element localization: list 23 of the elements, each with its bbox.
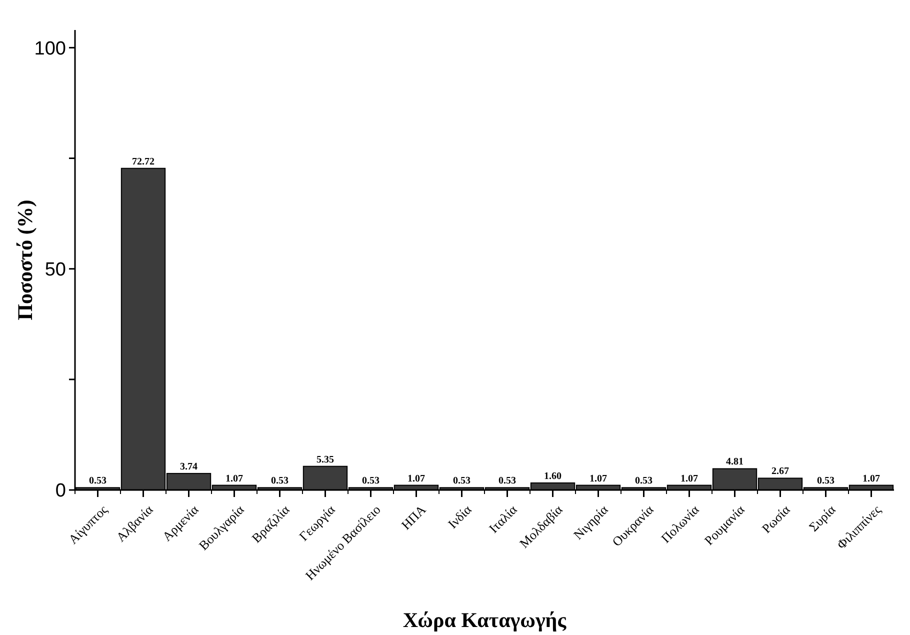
data-label: 1.07 [408, 473, 425, 484]
x-axis-title: Χώρα Καταγωγής [402, 608, 568, 632]
data-label: 0.53 [89, 476, 106, 487]
data-label: 1.07 [226, 473, 243, 484]
data-label: 0.53 [817, 476, 834, 487]
data-label: 1.07 [680, 473, 698, 484]
data-label: 2.67 [772, 466, 789, 478]
data-label: 0.53 [453, 476, 470, 487]
y-tick-label: 100 [34, 38, 66, 60]
y-tick-label: 0 [55, 480, 66, 502]
y-axis-title: Ποσοστό (%) [13, 200, 37, 320]
y-tick-label: 50 [44, 259, 66, 280]
data-label: 0.53 [635, 476, 652, 487]
data-label: 1.07 [590, 473, 607, 484]
data-label: 4.81 [726, 456, 744, 468]
data-label: 5.35 [316, 454, 334, 466]
data-label: 0.53 [362, 476, 380, 487]
data-label: 1.07 [862, 473, 880, 484]
data-label: 0.53 [271, 476, 288, 487]
data-label: 1.60 [544, 470, 562, 482]
data-label: 72.72 [132, 156, 154, 168]
data-label: 0.53 [498, 476, 516, 487]
data-label: 3.74 [180, 461, 198, 472]
